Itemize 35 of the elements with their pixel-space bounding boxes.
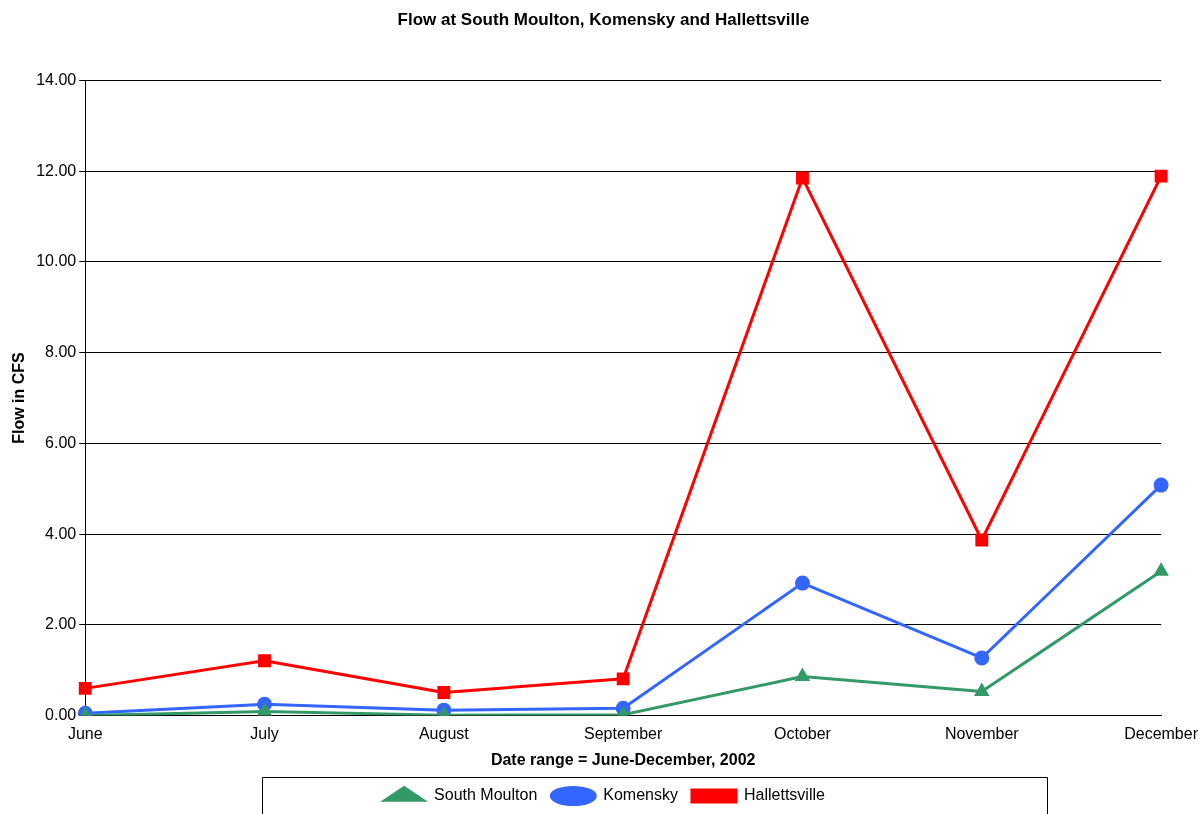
point bbox=[257, 704, 272, 716]
point bbox=[616, 672, 630, 686]
point bbox=[974, 650, 990, 666]
y-tick-label: 0.00 bbox=[45, 706, 77, 724]
y-tick-label: 10.00 bbox=[36, 252, 77, 270]
point bbox=[1153, 477, 1169, 493]
y-tick-label: 6.00 bbox=[45, 433, 77, 451]
x-tick-label: August bbox=[418, 724, 470, 742]
y-tick-label: 8.00 bbox=[45, 343, 77, 361]
legend-label: Hallettsville bbox=[743, 786, 825, 804]
x-axis-title: Date range = June-December, 2002 bbox=[490, 750, 756, 768]
chart-title: Flow at South Moulton, Komensky and Hallettsville bbox=[397, 9, 810, 29]
x-tick-label: December bbox=[1124, 724, 1199, 742]
point bbox=[1154, 169, 1168, 183]
x-tick-label: September bbox=[584, 724, 663, 742]
point bbox=[795, 669, 810, 682]
x-tick-label: October bbox=[774, 724, 832, 742]
point bbox=[975, 684, 989, 697]
point bbox=[258, 654, 271, 668]
x-tick-label: July bbox=[250, 724, 279, 742]
y-tick-label: 2.00 bbox=[45, 615, 77, 633]
point bbox=[975, 533, 989, 547]
y-tick-label: 14.00 bbox=[36, 70, 77, 88]
point bbox=[437, 686, 451, 699]
point bbox=[796, 171, 809, 185]
x-tick-label: November bbox=[944, 724, 1020, 742]
y-tick-label: 12.00 bbox=[36, 161, 77, 179]
point bbox=[1154, 563, 1168, 576]
legend-label: South Moulton bbox=[434, 786, 538, 804]
legend-label: Komensky bbox=[603, 786, 678, 804]
point bbox=[78, 681, 92, 695]
y-tick-label: 4.00 bbox=[45, 524, 77, 542]
y-axis-title: Flow in CFS bbox=[10, 351, 28, 444]
x-tick-label: June bbox=[67, 724, 103, 742]
point bbox=[794, 575, 810, 591]
